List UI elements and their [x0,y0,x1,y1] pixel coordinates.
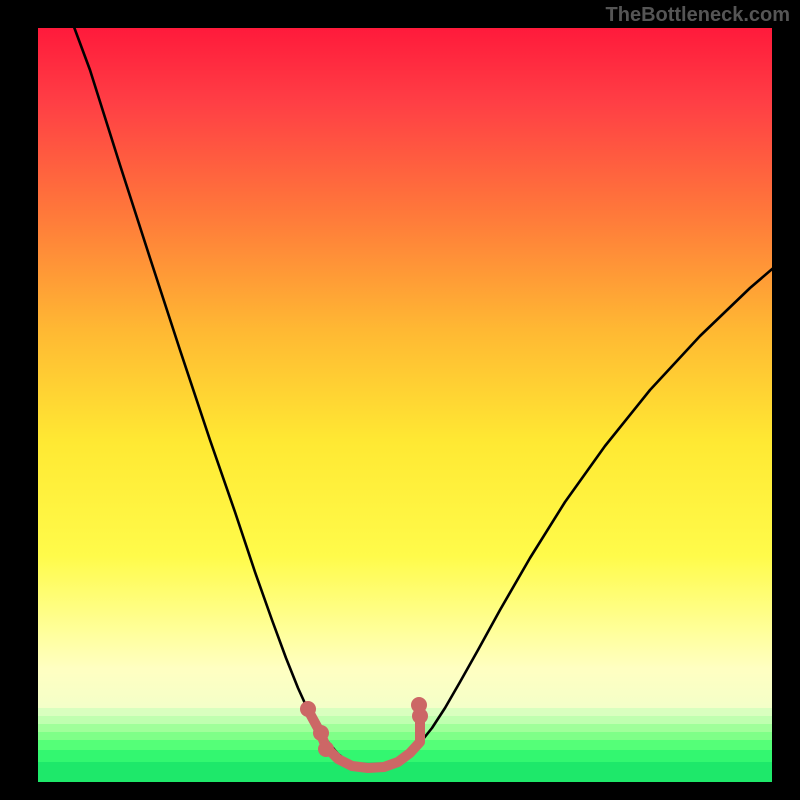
green-band [38,724,772,732]
plot-area [38,28,772,782]
green-band [38,708,772,716]
green-band [38,716,772,724]
green-band [38,762,772,782]
watermark-text: TheBottleneck.com [606,4,790,27]
green-band [38,740,772,750]
green-band [38,750,772,762]
chart-container: TheBottleneck.com [0,0,800,800]
green-band [38,732,772,740]
